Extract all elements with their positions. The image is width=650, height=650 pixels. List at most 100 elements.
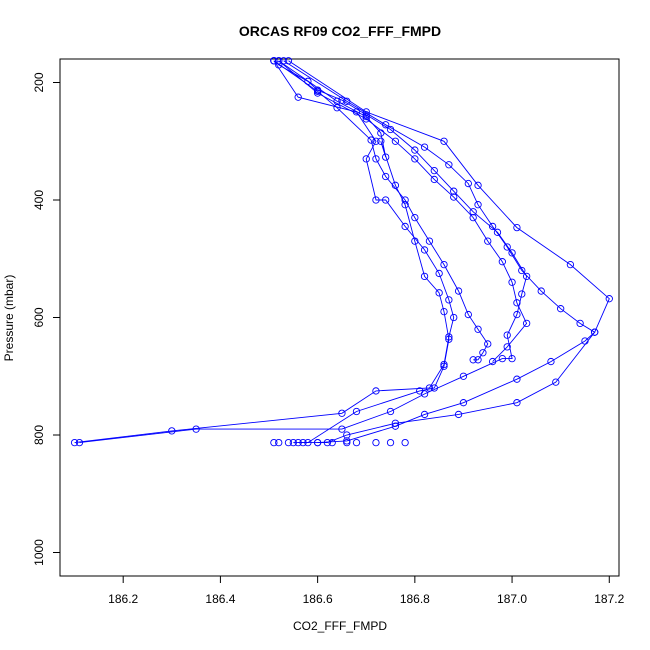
- series-layer: [70, 57, 613, 447]
- y-tick-label: 400: [32, 190, 46, 210]
- data-point: [70, 438, 79, 447]
- data-point: [343, 431, 351, 439]
- data-point: [474, 356, 482, 364]
- data-point: [503, 243, 511, 251]
- x-tick-label: 186.4: [205, 592, 235, 606]
- data-point: [464, 310, 472, 319]
- data-point: [435, 289, 443, 297]
- data-point: [382, 196, 390, 204]
- data-point: [411, 155, 419, 163]
- data-point: [416, 387, 424, 395]
- data-point: [435, 269, 443, 278]
- data-point: [420, 143, 429, 151]
- data-point: [503, 331, 511, 339]
- data-point: [401, 201, 409, 209]
- data-point: [313, 89, 322, 97]
- data-point: [464, 179, 472, 188]
- data-point: [484, 340, 492, 348]
- data-point: [275, 438, 283, 447]
- data-point: [411, 237, 419, 245]
- data-point: [522, 272, 531, 281]
- data-point: [498, 258, 506, 266]
- data-point: [386, 407, 395, 416]
- data-point: [547, 357, 555, 366]
- data-point: [372, 387, 380, 395]
- data-point: [425, 237, 434, 245]
- data-point: [372, 438, 380, 447]
- data-point: [445, 161, 453, 169]
- data-point: [440, 137, 448, 145]
- data-point: [411, 213, 419, 222]
- data-point: [440, 307, 448, 316]
- data-point: [343, 438, 351, 447]
- y-tick-label: 1000: [32, 539, 46, 566]
- data-point: [352, 407, 361, 416]
- data-point: [420, 272, 429, 281]
- data-point: [440, 260, 448, 269]
- data-point: [450, 187, 458, 195]
- x-axis: 186.2 186.4 186.6 186.8 187.0 187.2: [108, 576, 625, 606]
- data-point: [275, 57, 283, 65]
- data-point: [488, 357, 497, 366]
- data-point: [513, 399, 521, 407]
- data-point: [401, 438, 409, 447]
- data-point: [469, 208, 477, 216]
- data-point: [557, 305, 565, 313]
- data-point: [279, 57, 288, 65]
- data-point: [343, 437, 351, 445]
- data-point: [420, 246, 429, 254]
- data-point: [469, 356, 477, 364]
- data-point: [479, 349, 487, 357]
- data-point: [459, 372, 468, 380]
- y-axis: 200 400 600 800 1000: [32, 72, 60, 566]
- data-point: [328, 438, 336, 447]
- data-point: [338, 409, 346, 417]
- y-tick-label: 800: [32, 425, 46, 445]
- data-point: [372, 155, 380, 163]
- data-point: [270, 57, 278, 65]
- data-point: [513, 310, 521, 319]
- data-point: [289, 438, 297, 447]
- data-point: [372, 137, 380, 145]
- data-point: [474, 325, 482, 333]
- data-point: [338, 425, 346, 433]
- series-line-4: [278, 60, 450, 444]
- data-point: [294, 438, 302, 447]
- x-tick-label: 186.2: [108, 592, 138, 606]
- data-point: [377, 137, 385, 145]
- data-point: [382, 121, 390, 129]
- data-point: [508, 354, 516, 363]
- data-point: [522, 319, 531, 328]
- data-point: [450, 313, 458, 322]
- data-point: [430, 166, 438, 175]
- data-point: [552, 378, 560, 386]
- data-point: [401, 196, 409, 204]
- data-point: [469, 213, 477, 222]
- data-point: [284, 57, 293, 65]
- chart-title: ORCAS RF09 CO2_FFF_FMPD: [239, 23, 441, 39]
- data-point: [362, 115, 370, 123]
- y-axis-label: Pressure (mbar): [2, 275, 16, 362]
- data-point: [168, 427, 176, 435]
- data-point: [294, 93, 302, 101]
- y-tick-label: 600: [32, 307, 46, 327]
- data-point: [270, 438, 278, 447]
- data-point: [382, 153, 390, 161]
- data-point: [445, 335, 453, 343]
- data-point: [493, 228, 502, 236]
- series-line-5: [278, 60, 528, 362]
- data-point: [450, 193, 458, 201]
- data-point: [566, 260, 575, 269]
- data-point: [591, 328, 599, 336]
- data-point: [454, 410, 463, 419]
- series-line-6: [283, 60, 596, 444]
- series-line-3: [74, 60, 455, 444]
- x-tick-label: 187.0: [497, 592, 527, 606]
- series-line-7: [288, 60, 610, 444]
- data-point: [498, 354, 506, 363]
- data-point: [576, 319, 584, 328]
- data-point: [430, 175, 438, 184]
- data-point: [518, 266, 526, 275]
- data-point: [459, 399, 468, 407]
